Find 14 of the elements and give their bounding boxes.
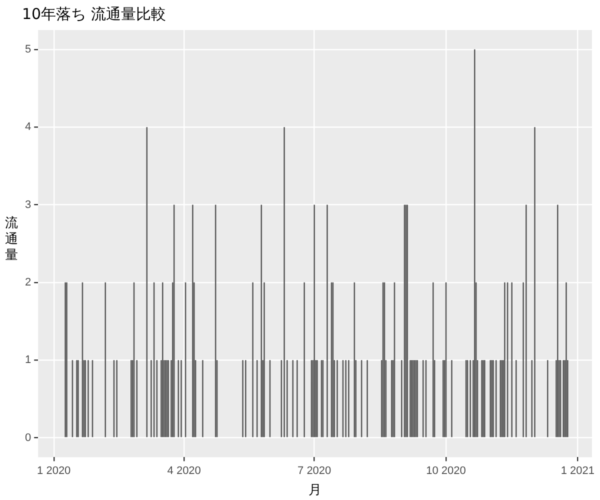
- x-tick-label: 1 2020: [37, 464, 71, 477]
- x-axis-title: 月: [308, 482, 322, 497]
- y-tick-label: 4: [24, 121, 32, 134]
- x-tick-label: 7 2020: [298, 464, 332, 477]
- x-tick-label: 10 2020: [426, 464, 466, 477]
- y-tick-label: 5: [24, 43, 32, 56]
- x-tick-label: 4 2020: [167, 464, 201, 477]
- chart-title: 10年落ち 流通量比較: [22, 4, 166, 23]
- y-tick-label: 2: [24, 276, 32, 288]
- y-tick-label: 3: [24, 198, 32, 211]
- x-tick-label: 1 2021: [560, 464, 595, 477]
- y-tick-label: 0: [24, 432, 32, 444]
- y-tick-label: 1: [24, 354, 32, 366]
- y-axis-title: 流通量: [5, 216, 18, 264]
